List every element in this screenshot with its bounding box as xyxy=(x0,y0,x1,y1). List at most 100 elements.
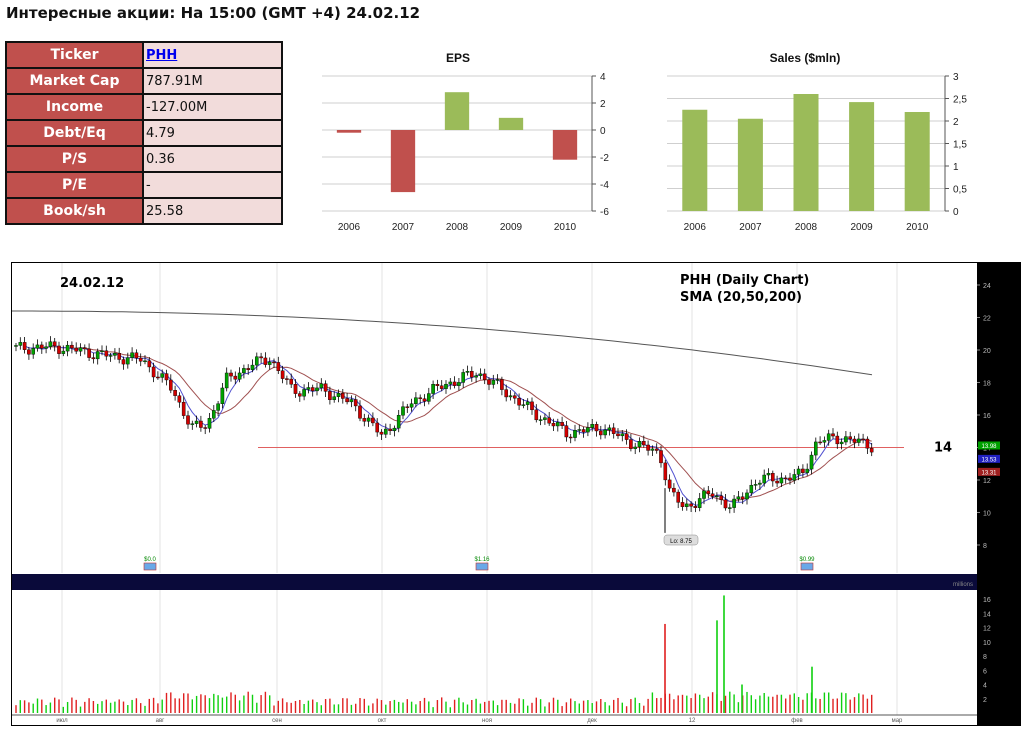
volume-bar xyxy=(41,699,43,713)
candle-body xyxy=(659,450,663,464)
book-sh-value: 25.58 xyxy=(142,197,283,225)
volume-bar xyxy=(535,697,537,713)
volume-bar xyxy=(114,701,116,713)
volume-bar xyxy=(608,705,611,713)
x-tick-label: 2006 xyxy=(684,222,707,233)
volume-spike xyxy=(664,623,666,713)
x-tick-label: 2007 xyxy=(739,222,762,233)
candle-body xyxy=(779,477,784,484)
candle-body xyxy=(52,341,57,347)
volume-bar xyxy=(15,705,17,713)
candle-body xyxy=(194,420,199,424)
volume-bar xyxy=(613,699,615,713)
volume-bar xyxy=(656,698,658,713)
volume-bar xyxy=(496,705,499,713)
y-tick-label: 3 xyxy=(953,72,959,83)
volume-bar xyxy=(634,697,636,713)
month-label: 12 xyxy=(689,718,696,724)
candle-body xyxy=(869,448,874,453)
volume-bar xyxy=(71,697,73,713)
volume-bar xyxy=(828,692,830,713)
candle-body xyxy=(298,393,302,397)
candle-body xyxy=(319,383,324,389)
income-key: Income xyxy=(5,93,144,121)
volume-bar xyxy=(256,702,258,713)
candle-body xyxy=(349,399,354,403)
volume-bar xyxy=(406,699,408,713)
volume-tick-label: 12 xyxy=(983,626,991,633)
volume-bar xyxy=(780,694,783,713)
y-tick-label: 2 xyxy=(600,99,606,110)
volume-bar xyxy=(135,698,138,713)
candle-body xyxy=(302,389,306,397)
volume-bar xyxy=(694,693,697,713)
candle-body xyxy=(40,344,44,349)
candle-body xyxy=(293,384,298,394)
candle-body xyxy=(693,506,698,508)
candle-body xyxy=(259,356,263,359)
candle-body xyxy=(517,398,521,406)
volume-bar xyxy=(183,693,185,713)
volume-bar xyxy=(724,695,727,713)
volume-bar xyxy=(363,698,365,713)
volume-bar xyxy=(677,695,679,713)
volume-bar xyxy=(849,699,851,713)
candle-body xyxy=(556,422,560,427)
candle-body xyxy=(435,384,440,386)
dividend-label: $0.0 xyxy=(144,557,156,563)
candle-body xyxy=(629,439,633,449)
volume-bar xyxy=(140,703,142,713)
volume-bar xyxy=(647,698,649,713)
volume-bar xyxy=(462,702,464,713)
candle-body xyxy=(680,502,685,507)
candle-body xyxy=(35,344,40,349)
volume-tick-label: 6 xyxy=(983,668,987,675)
volume-bar xyxy=(170,692,172,713)
volume-bar xyxy=(845,693,847,713)
candle-body xyxy=(697,498,702,508)
volume-bar xyxy=(539,699,542,713)
candle-body xyxy=(633,446,637,449)
candle-body xyxy=(130,352,134,358)
candle-body xyxy=(280,370,285,379)
volume-bar xyxy=(316,702,318,713)
table-row: Debt/Eq 4.79 xyxy=(5,119,283,147)
candle-body xyxy=(414,397,418,404)
volume-bar xyxy=(793,693,795,713)
pe-value: - xyxy=(142,171,283,199)
candle-body xyxy=(607,427,612,431)
candle-body xyxy=(332,396,337,400)
volume-bar xyxy=(479,703,482,713)
candle-body xyxy=(788,477,792,481)
candle-body xyxy=(91,357,96,360)
candle-body xyxy=(74,347,78,352)
candle-body xyxy=(646,444,650,451)
volume-spike xyxy=(723,595,725,713)
volume-bar xyxy=(79,706,82,713)
candle-body xyxy=(164,373,169,381)
candle-body xyxy=(577,429,582,431)
debt-eq-value: 4.79 xyxy=(142,119,283,147)
candle-body xyxy=(835,435,840,445)
candle-body xyxy=(689,503,693,507)
stock-price-chart: millions24222018161412108июлавгсеноктноя… xyxy=(11,262,1021,726)
candle-body xyxy=(405,406,410,408)
sma-200-line xyxy=(12,310,873,376)
candle-body xyxy=(57,345,61,354)
candle-body xyxy=(14,345,18,347)
candle-body xyxy=(427,393,431,402)
candle-body xyxy=(470,371,474,378)
ticker-link[interactable]: PHH xyxy=(146,47,178,63)
candle-body xyxy=(826,433,831,441)
volume-bar xyxy=(398,701,400,713)
candle-body xyxy=(504,389,509,398)
candle-body xyxy=(667,479,672,489)
price-badge xyxy=(978,467,1000,476)
x-tick-label: 2010 xyxy=(906,222,929,233)
chart-title: PHH (Daily Chart) xyxy=(680,273,809,288)
volume-bar xyxy=(518,698,520,713)
candle-body xyxy=(702,490,706,499)
book-sh-key: Book/sh xyxy=(5,197,144,225)
candle-body xyxy=(306,387,311,390)
volume-bar xyxy=(582,700,585,713)
